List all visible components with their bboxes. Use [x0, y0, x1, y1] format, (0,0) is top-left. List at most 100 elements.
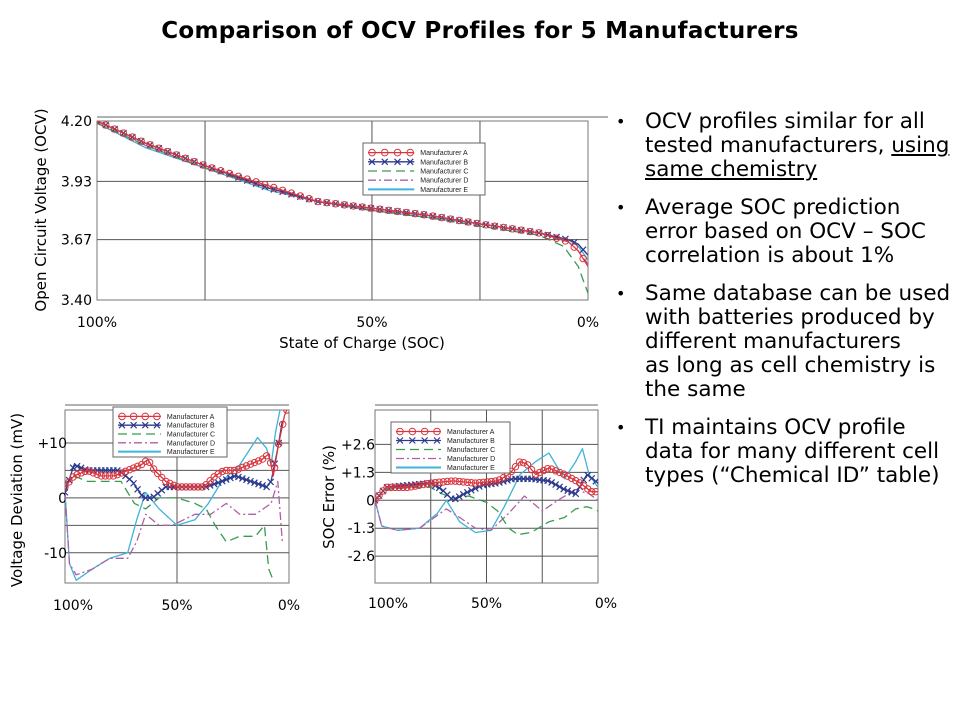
marker-circle [559, 470, 568, 478]
marker-circle [555, 468, 564, 477]
marker-circle [262, 452, 271, 460]
marker-circle [552, 234, 561, 242]
marker-circle [81, 467, 89, 476]
marker-circle [199, 161, 207, 169]
marker-circle [170, 481, 178, 490]
marker-circle [296, 192, 304, 200]
bullet-text: TI maintains OCV profile data for many d… [645, 415, 940, 488]
y-tick-label: 3.67 [61, 233, 92, 249]
x-axis-title: State of Charge (SOC) [279, 334, 445, 352]
marker-circle [164, 147, 172, 156]
bullet-icon: • [616, 284, 626, 303]
marker-circle [427, 479, 435, 487]
marker-circle [97, 472, 105, 480]
marker-circle [435, 478, 443, 486]
legend-box [362, 142, 486, 196]
legend-label: Manufacturer A [447, 429, 495, 436]
y-axis-title: Voltage Deviation (mV) [8, 413, 26, 587]
marker-circle [278, 186, 287, 194]
marker-x [97, 121, 101, 125]
marker-circle [437, 213, 446, 222]
marker-circle [411, 209, 419, 218]
legend-box [390, 421, 511, 474]
marker-circle [395, 483, 403, 492]
marker-circle [570, 243, 578, 251]
marker-circle [155, 144, 163, 152]
marker-circle [89, 469, 97, 477]
marker-circle [379, 487, 387, 495]
bullet-item: • Same database can be used with batterie… [614, 282, 954, 402]
legend-marker-circle [368, 148, 376, 157]
series-group [375, 448, 598, 536]
marker-circle [162, 477, 170, 486]
y-axis-title: Open Circuit Voltage (OCV) [32, 108, 50, 311]
marker-circle [376, 205, 384, 213]
marker-circle [206, 477, 214, 485]
legend-label: Manufacturer C [447, 447, 495, 454]
marker-x [210, 480, 218, 488]
marker-circle [475, 478, 484, 487]
marker-circle [511, 463, 520, 471]
marker-circle [121, 467, 130, 476]
marker-circle [186, 483, 194, 491]
x-tick-label: 100% [53, 598, 93, 614]
marker-circle [218, 467, 226, 476]
marker-circle [588, 487, 596, 496]
marker-circle [230, 466, 239, 475]
marker-circle [527, 465, 536, 474]
marker-circle [77, 469, 85, 477]
marker-circle [375, 496, 379, 504]
marker-x [459, 490, 467, 498]
marker-x [560, 485, 568, 493]
marker-circle [150, 465, 158, 473]
marker-x [504, 476, 511, 484]
marker-circle [531, 470, 540, 479]
marker-circle [563, 472, 572, 480]
marker-x [500, 478, 507, 485]
marker-circle [274, 440, 283, 448]
bullet-item: • TI maintains OCV profile data for many … [614, 416, 954, 488]
marker-x [65, 476, 73, 484]
marker-circle [166, 479, 174, 488]
marker-circle [419, 480, 427, 489]
legend-marker-circle [393, 148, 402, 157]
legend-marker-x [421, 437, 429, 444]
marker-circle [69, 473, 77, 481]
marker-circle [158, 473, 166, 482]
marker-circle [85, 467, 93, 475]
slide-title: Comparison of OCV Profiles for 5 Manufac… [161, 18, 799, 44]
marker-x [202, 483, 210, 491]
marker-circle [208, 164, 216, 172]
marker-circle [238, 463, 247, 472]
y-tick-label: 3.40 [61, 293, 92, 309]
bullet-text: OCV profiles similar for all tested manu… [645, 109, 925, 158]
marker-circle [110, 125, 119, 133]
x-tick-label: 100% [77, 315, 117, 331]
marker-circle [226, 466, 235, 475]
marker-x [556, 483, 564, 491]
marker-circle [214, 470, 222, 478]
legend-label: Manufacturer B [447, 438, 495, 445]
y-tick-label: 0 [58, 491, 67, 507]
marker-circle [487, 477, 496, 486]
series-line-manufacturer-d [65, 480, 283, 576]
marker-circle [323, 198, 331, 207]
marker-circle [543, 464, 552, 473]
marker-circle [217, 167, 225, 175]
marker-circle [287, 189, 296, 197]
marker-circle [102, 121, 110, 129]
legend-label: Manufacturer C [420, 169, 468, 176]
marker-circle [455, 477, 463, 486]
series-line-manufacturer-a [97, 121, 588, 267]
marker-x [226, 474, 234, 482]
marker-circle [128, 133, 137, 141]
marker-circle [305, 195, 313, 203]
marker-x [65, 488, 69, 496]
marker-circle [270, 183, 278, 192]
marker-circle [455, 216, 464, 225]
marker-circle [93, 470, 101, 479]
marker-circle [358, 203, 366, 211]
marker-x [255, 480, 262, 488]
legend-marker-x [153, 421, 161, 429]
